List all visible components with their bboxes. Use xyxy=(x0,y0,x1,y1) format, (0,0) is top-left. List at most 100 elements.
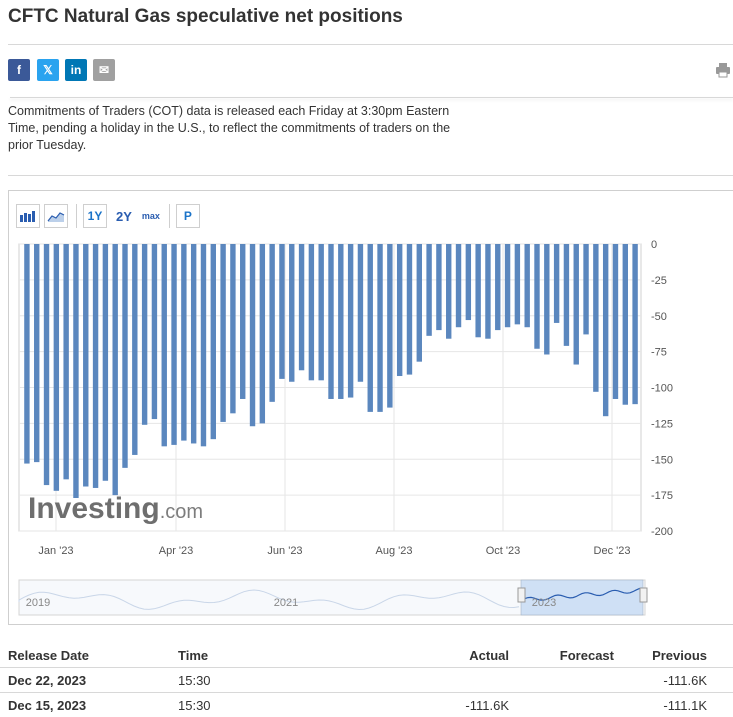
chart-bar xyxy=(112,244,118,496)
y-tick-label: -75 xyxy=(651,347,667,359)
chart-bar xyxy=(190,244,197,444)
bar-chart-icon xyxy=(20,211,35,222)
actual-value: -111.6K xyxy=(465,698,509,713)
print-icon[interactable] xyxy=(715,62,731,78)
y-axis: 0 -25 -50 -75 -100 -125 -150 -175 -200 xyxy=(651,239,673,538)
chart-bar xyxy=(230,244,236,414)
navigator-selected-line xyxy=(521,587,643,601)
chart-bar xyxy=(328,244,334,399)
chart-bar xyxy=(24,244,30,464)
facebook-share-button[interactable]: f xyxy=(8,59,30,81)
chart-bar xyxy=(34,244,40,463)
chart-bar xyxy=(63,244,69,480)
navigator-label: 2019 xyxy=(26,597,50,609)
chart-bar xyxy=(181,244,187,441)
linkedin-share-button[interactable]: in xyxy=(65,59,87,81)
chart-bar xyxy=(504,244,511,328)
description: Commitments of Traders (COT) data is rel… xyxy=(8,104,451,152)
navigator[interactable]: 2019 2021 2023 xyxy=(18,579,648,616)
chart-bar xyxy=(495,244,501,331)
chart-bar xyxy=(583,244,589,335)
facebook-icon: f xyxy=(17,63,21,77)
chart-bar xyxy=(92,244,99,488)
chart-bar xyxy=(269,244,275,402)
chart-bar xyxy=(455,244,462,328)
chart-bar xyxy=(200,244,207,447)
chart-bar xyxy=(553,244,560,323)
x-tick-label: Jun '23 xyxy=(267,545,302,557)
chart-bar xyxy=(612,244,619,399)
release-date: Dec 22, 2023 xyxy=(8,673,87,688)
chart-bar xyxy=(240,244,246,399)
chart-bar xyxy=(298,244,305,371)
navigator-selection xyxy=(520,579,644,616)
chart-bar xyxy=(43,244,50,486)
bar-chart: 0 -25 -50 -75 -100 -125 -150 -175 -200 Jan '23 Ap… xyxy=(18,239,673,616)
area-chart-icon xyxy=(47,212,65,222)
y-tick-label: -150 xyxy=(651,454,673,466)
range-1y-button[interactable]: 1Y xyxy=(83,204,107,228)
header-previous: Previous xyxy=(652,648,707,663)
chart-bar xyxy=(396,244,403,377)
row-divider xyxy=(0,667,733,668)
bar-chart-button[interactable] xyxy=(16,204,40,228)
table-header-row: Release Date Time Actual Forecast Previo… xyxy=(0,643,733,667)
chart-bar xyxy=(102,244,109,481)
chart-bar xyxy=(406,244,413,375)
share-divider xyxy=(10,97,733,98)
chart-bar xyxy=(446,244,452,339)
chart-bar xyxy=(534,244,540,349)
previous-value: -111.1K xyxy=(663,698,707,713)
chart-bar xyxy=(573,244,579,365)
y-tick-label: -200 xyxy=(651,526,673,538)
chart-toolbar: 1Y 2Y max P xyxy=(16,203,204,229)
navigator-handle xyxy=(639,587,648,603)
chart-bar xyxy=(475,244,481,338)
chart-bar xyxy=(338,244,344,399)
x-axis: Jan '23 Apr '23 Jun '23 Aug '23 Oct '23 Dec '… xyxy=(38,545,630,557)
chart-bar xyxy=(347,244,354,398)
title-divider xyxy=(8,44,733,45)
navigator-label: 2023 xyxy=(532,597,556,609)
range-max-button[interactable]: max xyxy=(141,211,160,221)
p-button[interactable]: P xyxy=(175,204,200,228)
header-actual: Actual xyxy=(469,648,509,663)
chart-bar xyxy=(416,244,422,362)
chart-bar xyxy=(544,244,550,355)
chart-bars xyxy=(24,244,638,498)
toolbar-separator xyxy=(76,204,77,228)
chart-bar xyxy=(132,244,138,455)
chart-bar xyxy=(220,244,226,422)
x-tick-label: Oct '23 xyxy=(486,545,521,557)
previous-value: -111.6K xyxy=(663,673,707,688)
description-divider xyxy=(8,175,733,176)
navigator-handle xyxy=(517,587,526,603)
chart-bar xyxy=(426,244,432,336)
x-tick-label: Dec '23 xyxy=(594,545,631,557)
linkedin-icon: in xyxy=(70,63,82,77)
chart-bar xyxy=(210,244,216,440)
x-tick-label: Aug '23 xyxy=(376,545,413,557)
chart-bar xyxy=(465,244,472,321)
range-2y-button[interactable]: 2Y xyxy=(116,208,132,224)
twitter-share-button[interactable]: 𝕏 xyxy=(37,59,59,81)
header-forecast: Forecast xyxy=(559,648,614,663)
area-chart-button[interactable] xyxy=(44,204,68,228)
navigator-history-line xyxy=(18,589,520,611)
release-date: Dec 15, 2023 xyxy=(8,698,87,713)
chart-bar xyxy=(289,244,295,382)
y-tick-label: -25 xyxy=(651,275,667,287)
chart-bar xyxy=(632,244,638,405)
y-tick-label: 0 xyxy=(651,239,657,251)
navigator-label: 2021 xyxy=(274,597,298,609)
chart-bar xyxy=(308,244,315,381)
twitter-icon: 𝕏 xyxy=(43,63,53,77)
email-share-button[interactable]: ✉ xyxy=(93,59,115,81)
chart-bar xyxy=(249,244,256,427)
chart-bar xyxy=(141,244,148,425)
y-tick-label: -125 xyxy=(651,418,673,430)
table-row: Dec 22, 2023 15:30 -111.6K xyxy=(0,668,733,692)
chart-bar xyxy=(151,244,158,420)
x-tick-label: Apr '23 xyxy=(159,545,194,557)
x-tick-label: Jan '23 xyxy=(38,545,73,557)
